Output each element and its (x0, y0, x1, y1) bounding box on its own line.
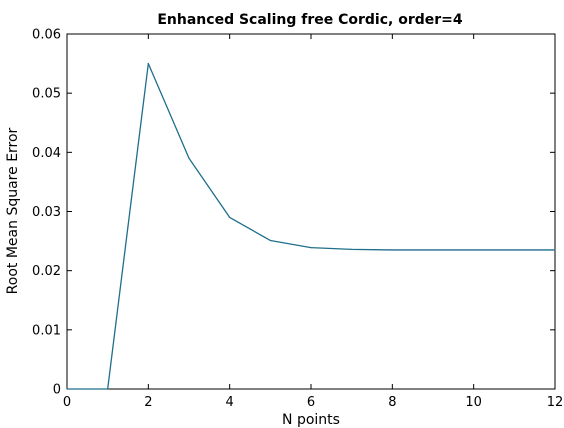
y-tick-label: 0.02 (32, 264, 61, 279)
data-point (147, 62, 149, 65)
data-point (513, 249, 515, 251)
x-tick-label: 10 (465, 395, 482, 410)
data-point (269, 239, 271, 242)
data-point (391, 249, 393, 251)
chart-title: Enhanced Scaling free Cordic, order=4 (157, 12, 463, 28)
y-tick-label: 0 (53, 383, 61, 398)
y-tick-label: 0.03 (32, 205, 61, 220)
data-point (351, 248, 353, 250)
data-point (473, 249, 475, 251)
x-tick-label: 8 (388, 395, 396, 410)
plot-area-frame (66, 33, 556, 390)
x-tick-label: 12 (547, 395, 564, 410)
x-tick-label: 2 (144, 395, 152, 410)
data-point (229, 216, 231, 219)
y-tick-label: 0.06 (32, 28, 61, 43)
data-point (554, 249, 556, 251)
y-tick-label: 0.01 (32, 323, 61, 338)
data-point (66, 388, 68, 390)
x-tick-label: 6 (307, 395, 315, 410)
data-point (310, 246, 312, 249)
y-axis-label: Root Mean Square Error (5, 127, 21, 294)
rmse-series-line (67, 62, 555, 390)
x-tick-label: 4 (226, 395, 234, 410)
data-point (107, 388, 109, 390)
data-series (66, 62, 556, 390)
axis-ticks: 0 2 4 6 8 10 12 0 0.01 0.02 0.03 0.04 0.05 0.06 (32, 28, 563, 411)
y-tick-label: 0.05 (32, 87, 61, 102)
y-tick-label: 0.04 (32, 146, 61, 161)
data-point (432, 249, 434, 251)
x-tick-label: 0 (63, 395, 71, 410)
x-axis-label: N points (282, 412, 340, 428)
data-point (188, 157, 190, 159)
